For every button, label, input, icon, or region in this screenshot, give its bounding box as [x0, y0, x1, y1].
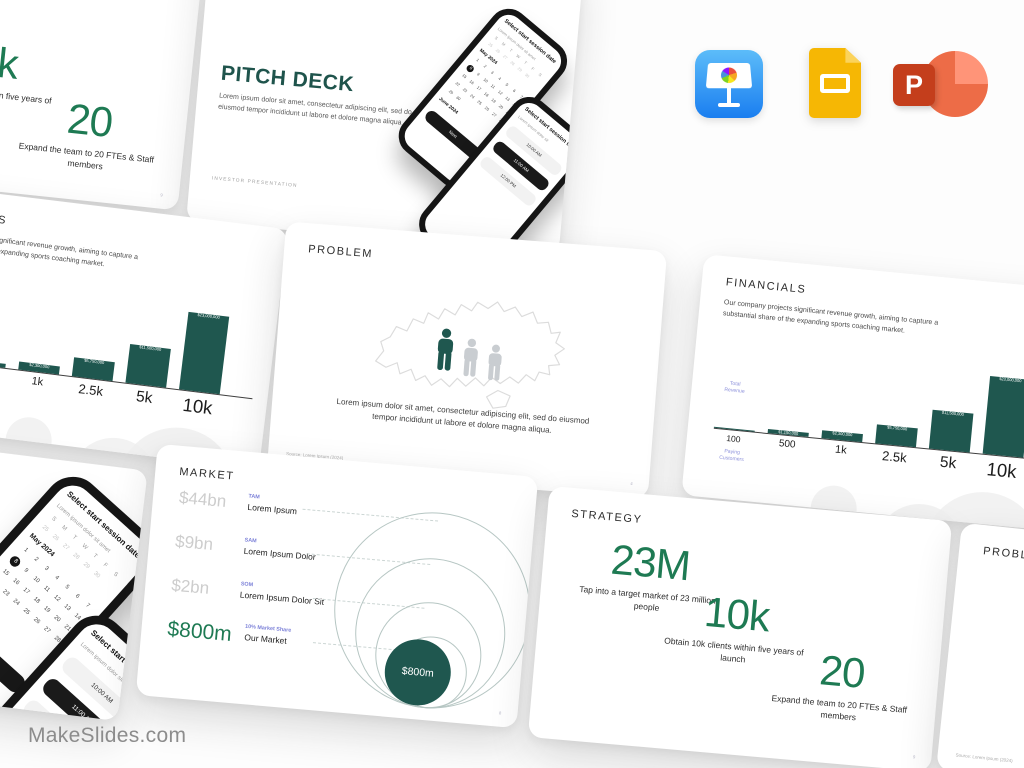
market-row-our-market: $800m 10% Market Share Our Market: [167, 617, 297, 652]
market-row-som: $2bn SOM Lorem Ipsum Dolor Sit: [171, 576, 326, 609]
slide-title: FINANCIALS: [0, 205, 8, 227]
revenue-bar: $1,150,000: [767, 429, 809, 437]
bar-value-label: $23,000,000: [197, 312, 220, 320]
market-row-sam: $9bn SAM Lorem Ipsum Dolor: [174, 532, 316, 564]
pitch-deck-title: PITCH DECK: [220, 61, 355, 97]
slide-market[interactable]: MARKET $44bn TAM Lorem Ipsum $9bn SAM Lo…: [135, 443, 539, 729]
keynote-easel-stem: [727, 87, 731, 103]
slide-problem-edge[interactable]: PROBLEM Source: Lorem Ipsum (2024): [936, 522, 1024, 768]
bar-value-label: $5,750,000: [886, 424, 908, 432]
strategy-stat: 20 Expand the team to 20 FTEs & Staff me…: [12, 89, 164, 179]
market-value: $2bn: [170, 575, 210, 598]
page-number: 9: [159, 193, 163, 198]
market-label: Our Market: [243, 632, 288, 646]
category-label: 500: [778, 438, 796, 451]
category-label: 2.5k: [77, 381, 104, 399]
pitch-deck-footer: INVESTOR PRESENTATION: [211, 176, 298, 189]
powerpoint-letter-badge: P: [893, 64, 935, 106]
slide-title: MARKET: [178, 465, 236, 483]
market-row-tam: $44bn TAM Lorem Ipsum: [178, 488, 298, 518]
bar-value-label: $23,000,000: [998, 376, 1022, 384]
person-icon-highlight: [437, 328, 454, 371]
person-icon: [488, 344, 502, 381]
phone-pair: Select start session date Lorem ipsum do…: [0, 451, 148, 721]
slide-title: PROBLEM: [982, 545, 1024, 564]
page-number: 8: [498, 711, 502, 716]
slide-financials[interactable]: FINANCIALS Our company projects signific…: [681, 254, 1024, 532]
bar-value-label: $2,300,000: [832, 431, 853, 438]
powerpoint-icon: P: [893, 50, 989, 118]
revenue-bar: $2,300,000: [821, 430, 863, 443]
slide-pitch-deck[interactable]: PITCH DECK Lorem ipsum dolor sit amet, c…: [186, 0, 584, 254]
revenue-bar: $1,150,000: [0, 359, 6, 368]
revenue-bar: $23,000,000: [982, 376, 1024, 458]
page-number: 4: [629, 482, 633, 487]
revenue-bar: $5,750,000: [71, 356, 115, 382]
revenue-bar: $11,500,000: [125, 343, 171, 388]
page-number: 9: [912, 755, 916, 760]
category-label: 10k: [985, 458, 1018, 482]
market-value: $44bn: [178, 487, 228, 511]
pitch-deck-body: Lorem ipsum dolor sit amet, consectetur …: [217, 92, 413, 127]
market-value: $800m: [166, 617, 233, 646]
revenue-bar: [713, 426, 755, 432]
stat-value: 20: [817, 646, 867, 697]
slide-problem[interactable]: PROBLEM Lorem ipsum dolor sit amet, cons…: [266, 221, 668, 499]
market-value: $9bn: [174, 531, 214, 554]
region-map-outline: [375, 301, 565, 409]
slides-frame-glyph: [820, 74, 850, 93]
stat-value: 10k: [0, 34, 21, 88]
person-icon: [463, 338, 478, 377]
revenue-bar: $5,750,000: [875, 423, 918, 448]
bar-value-label: $1,150,000: [0, 359, 4, 368]
slides-folded-corner: [845, 48, 861, 63]
brand-wordmark: MakeSlides.com: [28, 724, 187, 747]
slide-title: PROBLEM: [307, 243, 374, 261]
slide-strategy[interactable]: STRATEGY 23M Tap into a target market of…: [527, 485, 953, 768]
bar-value-label: $5,750,000: [83, 357, 105, 365]
slide-title: STRATEGY: [570, 507, 643, 527]
x-axis-label: Paying Customers: [718, 448, 744, 463]
slide-product-phones[interactable]: Select start session date Lorem ipsum do…: [0, 423, 148, 721]
source-note: Source: Lorem Ipsum (2024): [955, 753, 1013, 764]
bar-value-label: $1,150,000: [777, 430, 799, 437]
stat-value: 23M: [609, 535, 692, 590]
pie-chart-glyph: [720, 66, 738, 83]
revenue-bar: $11,500,000: [928, 409, 974, 453]
category-label: 500: [0, 367, 5, 394]
bar-value-label: $2,300,000: [28, 363, 50, 370]
category-label: 1k: [30, 375, 44, 389]
slide-financials-left[interactable]: FINANCIALS Our company projects signific…: [0, 182, 289, 470]
bar-value-label: $11,500,000: [139, 345, 162, 353]
slide-title: FINANCIALS: [725, 276, 807, 297]
keynote-easel-board: [705, 62, 753, 88]
strategy-stat: 20 Expand the team to 20 FTEs & Staff me…: [765, 642, 916, 729]
category-label: 5k: [939, 453, 958, 473]
slide-strategy-top[interactable]: STRATEGY 23M Tap into a target market of…: [0, 0, 203, 211]
market-label: Lorem Ipsum: [247, 501, 298, 517]
revenue-bar: $23,000,000: [179, 311, 230, 395]
bar-value-label: $11,500,000: [941, 410, 965, 418]
category-label: 2.5k: [881, 448, 908, 466]
category-label: 10k: [181, 393, 214, 419]
category-label: 5k: [135, 388, 154, 407]
revenue-bar: $2,300,000: [18, 361, 60, 375]
keynote-easel-base: [718, 102, 740, 107]
google-slides-icon: [809, 48, 861, 118]
keynote-icon: [695, 50, 763, 118]
category-label: 1k: [834, 443, 848, 457]
